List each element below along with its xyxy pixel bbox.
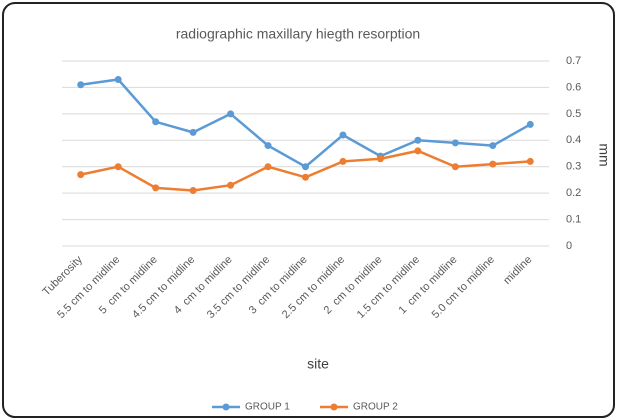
point	[152, 184, 160, 192]
point	[114, 163, 122, 171]
point	[414, 136, 422, 144]
point	[489, 160, 497, 168]
point	[152, 118, 160, 126]
point	[77, 171, 85, 179]
point	[189, 128, 197, 136]
x-axis-title: site	[307, 356, 329, 372]
point	[264, 163, 272, 171]
point	[489, 142, 497, 150]
legend-marker	[330, 403, 338, 411]
y-axis-title: mm	[596, 143, 612, 166]
legend-label: GROUP 1	[245, 402, 290, 413]
legend-marker	[222, 403, 230, 411]
y-tick-label: 0.5	[566, 108, 581, 120]
point	[302, 173, 309, 181]
point	[451, 139, 459, 147]
y-tick-label: 0.4	[566, 134, 581, 146]
point	[526, 120, 534, 128]
point	[227, 110, 235, 118]
point	[376, 155, 384, 163]
y-tick-label: 0.1	[566, 213, 581, 225]
y-tick-label: 0.2	[566, 187, 581, 199]
point	[526, 157, 534, 165]
y-tick-label: 0.7	[566, 55, 581, 67]
point	[114, 76, 122, 83]
point	[302, 163, 309, 171]
point	[451, 163, 459, 171]
point	[77, 81, 85, 89]
chart-title: radiographic maxillary hiegth resorption	[176, 26, 420, 42]
point	[414, 147, 422, 155]
y-tick-label: 0.3	[566, 161, 581, 173]
point	[339, 157, 347, 165]
point	[189, 187, 197, 194]
legend-label: GROUP 2	[353, 402, 398, 413]
y-tick-label: 0	[566, 240, 572, 252]
y-tick-label: 0.6	[566, 81, 581, 93]
point	[264, 142, 272, 150]
point	[339, 131, 347, 139]
point	[227, 181, 235, 189]
